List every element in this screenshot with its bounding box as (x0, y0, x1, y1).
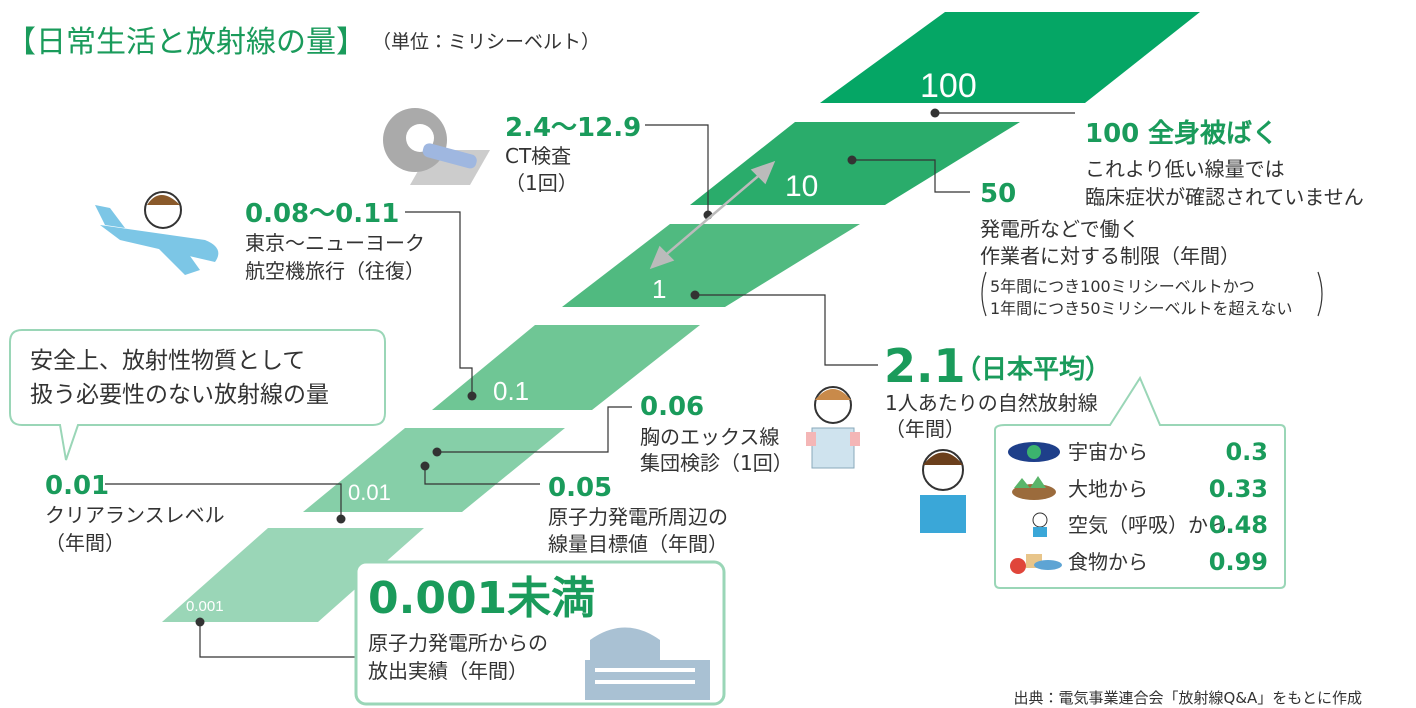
callout-text: 発電所などで働く (980, 217, 1140, 241)
person-icon (920, 450, 966, 533)
callout-text: 胸のエックス線 (640, 425, 779, 449)
callout-text: CT検査 (505, 144, 571, 168)
callout-text: これより低い線量では (1085, 157, 1285, 181)
breakdown-label: 食物から (1068, 550, 1148, 574)
callout-value: 100 (1085, 119, 1139, 149)
callout-value: 0.06 (640, 392, 704, 422)
callout-label: 全身被ばく (1148, 119, 1278, 149)
callout-text: 線量目標値（年間） (548, 532, 728, 556)
callout-note: 5年間につき100ミリシーベルトかつ (990, 277, 1255, 296)
callout-text: クリアランスレベル (45, 503, 225, 527)
step-label: 1 (652, 274, 666, 304)
highlight-text: 放出実績（年間） (368, 659, 528, 683)
step-label: 0.01 (348, 480, 391, 505)
breakdown-label: 宇宙から (1068, 440, 1148, 464)
callout-value: 0.01 (45, 471, 109, 501)
bubble-text: 扱う必要性のない放射線の量 (30, 382, 329, 408)
bubble-text: 安全上、放射性物質として (30, 348, 305, 374)
callout-note: 1年間につき50ミリシーベルトを超えない (990, 299, 1293, 318)
callout-text: 東京～ニューヨーク (245, 231, 425, 255)
step-label: 0.001 (186, 598, 224, 615)
title: 【日常生活と放射線の量】 (6, 25, 366, 60)
highlight-text: 原子力発電所からの (368, 631, 548, 655)
leader-line (200, 622, 355, 657)
unit: （単位：ミリシーベルト） (372, 31, 600, 53)
callout-value: 2.1 (884, 339, 966, 393)
callout-value: 50 (980, 179, 1016, 209)
highlight-value: 0.001未満 (368, 573, 595, 624)
breakdown-value: 0.99 (1209, 548, 1268, 576)
step-band (303, 428, 565, 512)
breakdown-value: 0.33 (1209, 475, 1268, 503)
step-band (820, 12, 1200, 103)
callout-text: 集団検診（1回） (640, 451, 793, 475)
ct-icon (383, 108, 490, 185)
callout-value: 0.05 (548, 473, 612, 503)
source: 出典：電気事業連合会「放射線Q&A」をもとに作成 (1014, 689, 1362, 707)
step-label: 100 (920, 67, 977, 105)
callout-label: （日本平均） (955, 355, 1111, 385)
airplane-icon (95, 192, 218, 275)
callout-text: 航空機旅行（往復） (245, 259, 425, 283)
callout-text: （年間） (885, 417, 965, 441)
callout-text: （年間） (45, 531, 125, 555)
breakdown-value: 0.48 (1209, 511, 1268, 539)
callout-text: 臨床症状が確認されていません (1085, 185, 1364, 209)
breakdown-label: 空気（呼吸）から (1068, 513, 1228, 537)
callout-text: 1人あたりの自然放射線 (885, 391, 1098, 415)
callout-text: 原子力発電所周辺の (548, 505, 728, 529)
step-label: 0.1 (493, 376, 529, 406)
xray-icon (806, 387, 860, 468)
infographic: 100 10 1 0.1 0.01 0.001 【日常生活と放射線の量】 （単位… (0, 0, 1416, 708)
callout-text: 作業者に対する制限（年間） (980, 244, 1240, 268)
step-label: 10 (785, 170, 818, 203)
callout-value: 0.08～0.11 (245, 199, 399, 229)
callout-value: 2.4～12.9 (505, 113, 641, 143)
breakdown-value: 0.3 (1225, 438, 1268, 466)
callout-text: （1回） (505, 171, 578, 195)
breakdown-label: 大地から (1068, 477, 1148, 501)
